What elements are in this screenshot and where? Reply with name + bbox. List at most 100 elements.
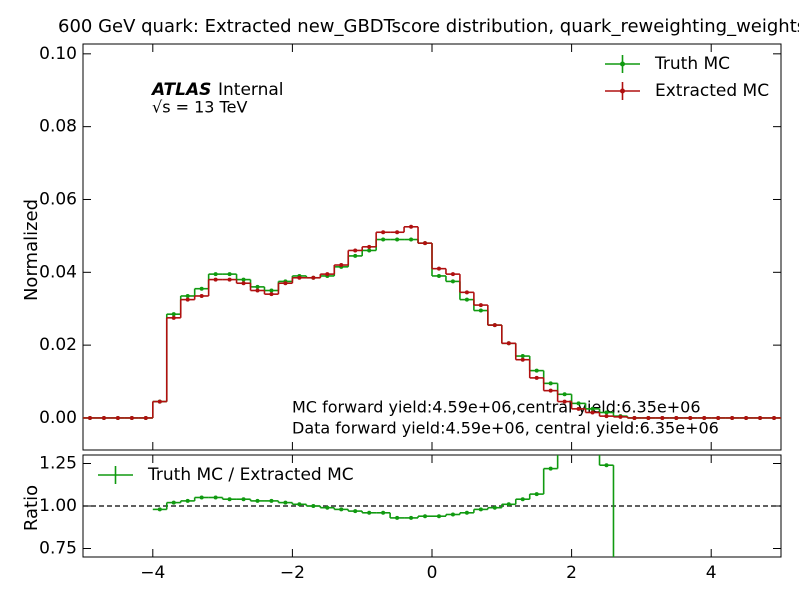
- data-point: [255, 498, 260, 503]
- data-point: [213, 277, 218, 282]
- data-point: [409, 237, 414, 242]
- data-point: [171, 500, 176, 505]
- data-point: [269, 288, 274, 293]
- x-tick-label: −2: [280, 563, 305, 583]
- data-point: [269, 292, 274, 297]
- data-point: [534, 368, 539, 373]
- x-tick-label: 4: [706, 563, 717, 583]
- data-point: [590, 410, 595, 415]
- data-point: [227, 272, 232, 277]
- data-point: [213, 272, 218, 277]
- data-point: [436, 273, 441, 278]
- data-point: [297, 502, 302, 507]
- data-point: [87, 415, 92, 420]
- data-point: [325, 272, 330, 277]
- data-point: [520, 354, 525, 359]
- y-tick-label: 0.08: [39, 117, 77, 137]
- x-tick-label: 2: [566, 563, 577, 583]
- data-point: [590, 406, 595, 411]
- data-point: [367, 510, 372, 515]
- status-label: Internal: [218, 80, 284, 100]
- data-point: [478, 308, 483, 313]
- x-tick-label: −4: [140, 563, 165, 583]
- data-point: [730, 415, 735, 420]
- data-point: [395, 515, 400, 520]
- data-point: [506, 502, 511, 507]
- y-tick-label: 0.10: [39, 44, 77, 64]
- data-point: [339, 507, 344, 512]
- y-tick-label: 0.75: [39, 539, 77, 559]
- data-point: [353, 253, 358, 258]
- data-point: [702, 415, 707, 420]
- y-tick-label: 0.00: [39, 408, 77, 428]
- data-point: [199, 495, 204, 500]
- data-point: [674, 415, 679, 420]
- data-point: [283, 281, 288, 286]
- y-tick-label: 1.25: [39, 454, 77, 474]
- data-point: [744, 415, 749, 420]
- data-point: [450, 272, 455, 277]
- data-point: [632, 415, 637, 420]
- data-point: [618, 414, 623, 419]
- data-point: [269, 498, 274, 503]
- data-point: [450, 279, 455, 284]
- data-point: [618, 589, 622, 593]
- data-point: [241, 277, 246, 282]
- data-point: [492, 323, 497, 328]
- data-point: [395, 230, 400, 235]
- data-point: [716, 415, 721, 420]
- data-point: [423, 241, 428, 246]
- data-point: [143, 415, 148, 420]
- y-axis-label: Ratio: [21, 485, 42, 531]
- data-point: [255, 288, 260, 293]
- data-point: [534, 375, 539, 380]
- data-point: [381, 230, 386, 235]
- data-point: [562, 392, 567, 397]
- data-point: [241, 281, 246, 286]
- data-point: [185, 293, 190, 298]
- data-point: [562, 399, 567, 404]
- data-point: [423, 514, 428, 519]
- data-point: [171, 315, 176, 320]
- data-point: [520, 357, 525, 362]
- data-point: [548, 381, 553, 386]
- data-point: [758, 415, 763, 420]
- data-point: [353, 248, 358, 253]
- data-point: [255, 284, 260, 289]
- annotation: Data forward yield:4.59e+06, central yie…: [292, 419, 719, 438]
- data-point: [478, 303, 483, 308]
- legend-label: Extracted MC: [655, 81, 769, 101]
- legend-label: Truth MC / Extracted MC: [147, 465, 354, 485]
- y-axis-label: Normalized: [21, 199, 42, 301]
- data-point: [311, 275, 316, 280]
- data-point: [283, 500, 288, 505]
- y-tick-label: 0.02: [39, 335, 77, 355]
- legend-label: Truth MC: [654, 54, 730, 74]
- data-point: [520, 497, 525, 502]
- data-point: [199, 293, 204, 298]
- data-point: [409, 224, 414, 229]
- data-point: [506, 341, 511, 346]
- data-point: [576, 401, 581, 406]
- data-point: [381, 510, 386, 515]
- data-point: [534, 492, 539, 497]
- data-point: [157, 507, 162, 512]
- data-point: [604, 410, 609, 415]
- data-point: [576, 406, 581, 411]
- data-point: [604, 463, 609, 468]
- data-point: [772, 415, 777, 420]
- legend-marker: [620, 88, 625, 94]
- data-point: [409, 515, 414, 520]
- data-point: [548, 466, 553, 471]
- data-point: [353, 509, 358, 514]
- data-point: [450, 512, 455, 517]
- data-point: [171, 312, 176, 317]
- data-point: [395, 237, 400, 242]
- chart-title: 600 GeV quark: Extracted new_GBDTscore d…: [58, 16, 799, 37]
- data-point: [464, 290, 469, 295]
- experiment-label: ATLAS: [150, 80, 211, 100]
- energy-label: √s = 13 TeV: [152, 98, 247, 117]
- y-tick-label: 0.04: [39, 262, 77, 282]
- data-point: [101, 415, 106, 420]
